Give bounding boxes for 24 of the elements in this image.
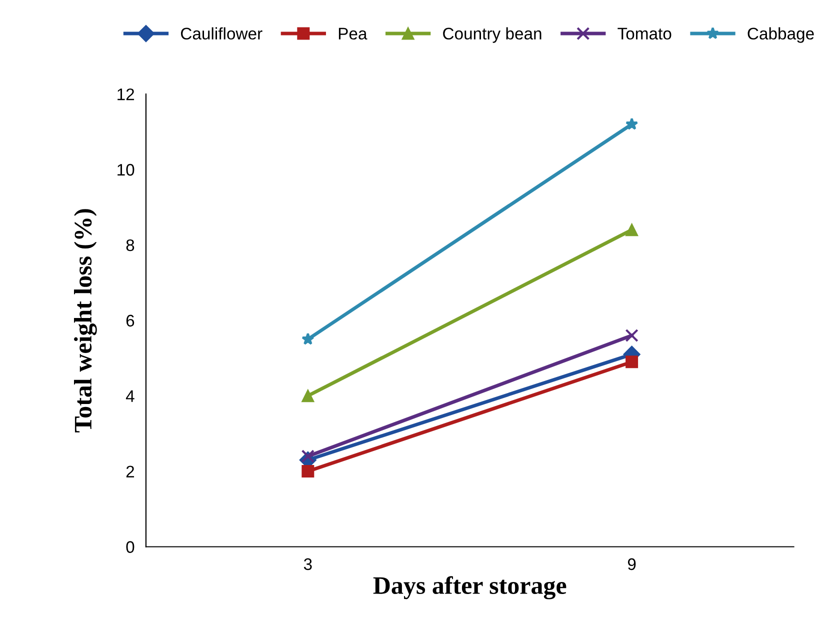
legend-label: Country bean	[443, 27, 542, 43]
point	[302, 465, 314, 478]
y-tick-label: 10	[118, 164, 134, 176]
x-tick-label: 3	[304, 558, 312, 570]
point	[302, 332, 314, 345]
legend-label: Cabbage	[748, 27, 814, 43]
legend-label: Cauliflower	[180, 27, 262, 40]
y-tick-label: 0	[126, 541, 134, 553]
y-tick-label: 12	[118, 88, 134, 100]
x-axis-title: Days after storage	[373, 576, 566, 600]
y-tick-label: 6	[126, 314, 134, 327]
y-tick-label: 4	[126, 390, 134, 402]
legend-label: Tomato	[618, 28, 672, 40]
y-tick-label: 8	[126, 239, 134, 252]
point	[625, 328, 638, 342]
x-tick-label: 9	[628, 558, 636, 570]
point	[626, 356, 638, 368]
point	[626, 224, 638, 236]
legend-label: Pea	[338, 28, 368, 40]
y-axis-title: Total weight loss (%)	[74, 209, 97, 432]
point	[302, 390, 314, 402]
point	[301, 450, 315, 463]
point	[625, 118, 638, 130]
y-tick-label: 2	[126, 466, 134, 478]
